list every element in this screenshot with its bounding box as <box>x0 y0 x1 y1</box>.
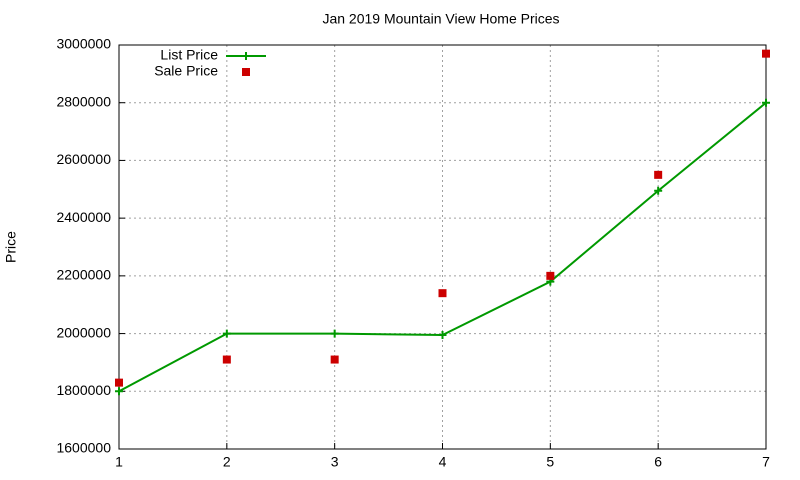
marker <box>222 355 231 364</box>
marker <box>762 98 770 107</box>
y-tick-label: 1600000 <box>56 440 111 456</box>
y-tick-label: 2200000 <box>56 267 111 283</box>
marker <box>762 49 770 58</box>
y-tick-label: 1800000 <box>56 382 111 398</box>
legend-label: Sale Price <box>154 63 218 79</box>
y-tick-label: 2000000 <box>56 324 111 340</box>
legend-marker <box>242 52 250 60</box>
plot-frame <box>118 44 767 450</box>
marker <box>115 387 123 396</box>
marker <box>330 329 339 338</box>
x-tick-label: 1 <box>115 454 123 470</box>
marker <box>330 355 339 364</box>
y-axis-label: Price <box>3 231 19 263</box>
y-tick-label: 2400000 <box>56 209 111 225</box>
x-tick-label: 7 <box>762 454 770 470</box>
legend-label: List Price <box>160 47 218 63</box>
y-tick-label: 2600000 <box>56 151 111 167</box>
legend-marker <box>242 68 250 76</box>
chart-title: Jan 2019 Mountain View Home Prices <box>322 11 559 27</box>
marker <box>546 271 555 280</box>
marker <box>438 289 447 298</box>
x-tick-label: 2 <box>223 454 231 470</box>
marker <box>654 186 663 195</box>
marker <box>222 329 231 338</box>
x-tick-label: 4 <box>439 454 447 470</box>
marker <box>115 378 123 387</box>
x-tick-label: 5 <box>546 454 554 470</box>
y-tick-label: 2800000 <box>56 93 111 109</box>
marker <box>654 170 663 179</box>
x-tick-label: 6 <box>654 454 662 470</box>
x-tick-label: 3 <box>331 454 339 470</box>
marker <box>438 331 447 340</box>
y-tick-label: 3000000 <box>56 36 111 52</box>
